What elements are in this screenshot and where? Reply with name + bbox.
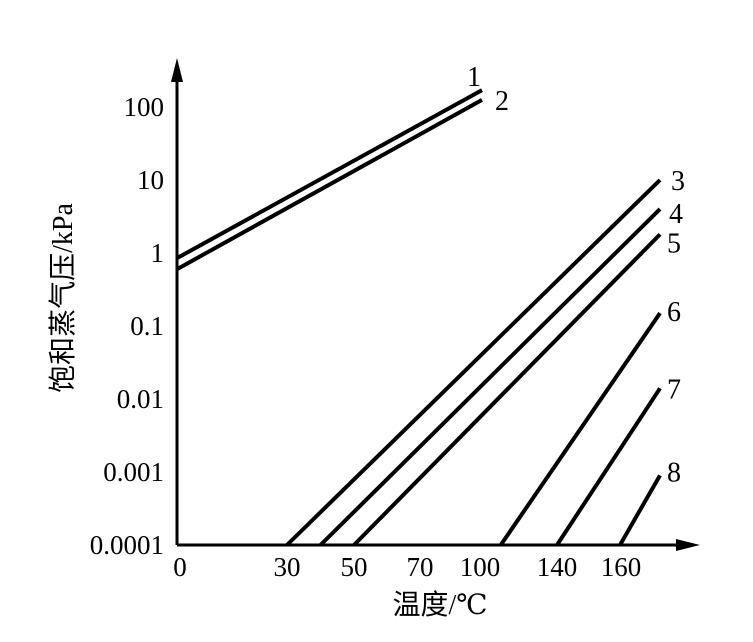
y-tick-label: 0.0001 (90, 530, 164, 560)
series-label-7: 7 (667, 374, 681, 405)
series-line-5 (352, 232, 662, 547)
y-tick-label: 1 (151, 238, 165, 268)
series-label-5: 5 (667, 228, 681, 259)
series-line-8 (618, 474, 662, 546)
x-tick-label: 50 (341, 552, 368, 582)
y-tick-labels: 0.0001 0.001 0.01 0.1 1 10 100 (90, 92, 164, 560)
x-tick-label: 70 (407, 552, 434, 582)
series-line-7 (555, 387, 662, 547)
x-tick-label: 30 (274, 552, 301, 582)
y-tick-label: 10 (137, 165, 164, 195)
x-tick-label: 100 (460, 552, 501, 582)
x-tick-label: 0 (173, 552, 187, 582)
y-tick-label: 0.01 (117, 384, 164, 414)
series-line-3 (285, 178, 662, 547)
x-tick-labels: 0 30 50 70 100 140 160 (173, 552, 641, 582)
x-tick-label: 140 (537, 552, 578, 582)
series-label-4: 4 (669, 199, 683, 230)
series-label-8: 8 (667, 457, 681, 488)
y-axis-arrow (171, 58, 183, 82)
series-line-2 (176, 98, 483, 271)
x-tick-label: 160 (601, 552, 642, 582)
x-axis-arrow (676, 539, 700, 551)
series-label-1: 1 (467, 62, 481, 93)
y-tick-label: 0.001 (103, 457, 164, 487)
axes (171, 58, 700, 551)
y-tick-label: 0.1 (130, 311, 164, 341)
series-line-6 (499, 312, 662, 547)
series-label-2: 2 (495, 86, 509, 117)
y-axis-title: 饱和蒸气压/kPa (47, 203, 79, 393)
x-axis-title: 温度/℃ (392, 589, 487, 621)
y-tick-label: 100 (124, 92, 165, 122)
series-labels: 12 345 6 7 8 (467, 62, 685, 488)
series-lines (176, 88, 662, 547)
series-label-3: 3 (671, 166, 685, 197)
series-line-4 (319, 207, 662, 547)
series-label-6: 6 (667, 297, 681, 328)
series-line-1 (176, 88, 483, 260)
